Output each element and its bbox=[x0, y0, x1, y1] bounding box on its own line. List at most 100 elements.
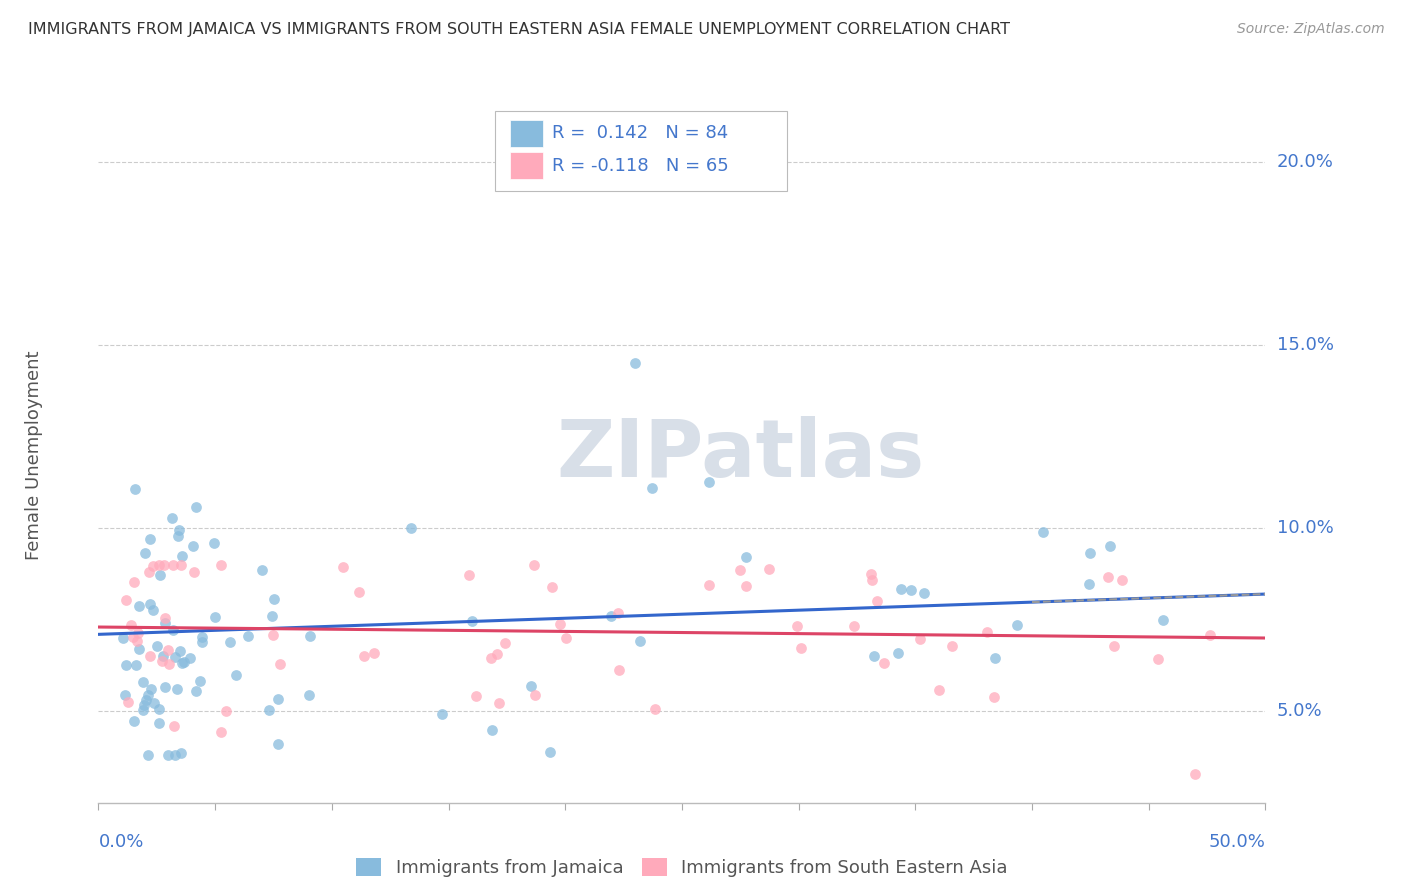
Point bbox=[735, 549, 758, 564]
Text: 0.0%: 0.0% bbox=[98, 833, 143, 851]
Point bbox=[218, 635, 240, 649]
Point bbox=[1152, 613, 1174, 627]
Point bbox=[550, 616, 572, 631]
Point bbox=[479, 651, 502, 665]
Text: R = -0.118   N = 65: R = -0.118 N = 65 bbox=[553, 157, 730, 175]
Point bbox=[353, 649, 375, 664]
Point bbox=[148, 558, 170, 573]
Point bbox=[541, 580, 564, 594]
Point bbox=[127, 626, 149, 640]
Point bbox=[148, 701, 170, 715]
Point bbox=[166, 681, 188, 696]
Point bbox=[156, 748, 179, 763]
Point bbox=[142, 603, 165, 617]
Point bbox=[132, 703, 155, 717]
Point bbox=[1184, 766, 1206, 780]
Point bbox=[983, 690, 1005, 704]
Point bbox=[170, 558, 193, 572]
Point bbox=[139, 532, 162, 546]
Text: Source: ZipAtlas.com: Source: ZipAtlas.com bbox=[1237, 22, 1385, 37]
Point bbox=[976, 625, 998, 640]
Point bbox=[481, 723, 503, 738]
Point bbox=[250, 563, 273, 577]
Point bbox=[191, 635, 214, 649]
Point bbox=[153, 681, 176, 695]
Text: 20.0%: 20.0% bbox=[1277, 153, 1333, 171]
Point bbox=[267, 692, 290, 706]
Point bbox=[599, 609, 621, 624]
Text: IMMIGRANTS FROM JAMAICA VS IMMIGRANTS FROM SOUTH EASTERN ASIA FEMALE UNEMPLOYMEN: IMMIGRANTS FROM JAMAICA VS IMMIGRANTS FR… bbox=[28, 22, 1010, 37]
Point bbox=[115, 658, 138, 673]
Point bbox=[153, 616, 176, 631]
Point bbox=[124, 575, 146, 590]
Point bbox=[236, 629, 259, 643]
Point bbox=[138, 565, 160, 579]
Text: 50.0%: 50.0% bbox=[1209, 833, 1265, 851]
Point bbox=[139, 649, 162, 664]
FancyBboxPatch shape bbox=[495, 111, 787, 191]
Point bbox=[267, 737, 290, 751]
Point bbox=[215, 704, 238, 718]
Point bbox=[607, 664, 630, 678]
Point bbox=[538, 745, 561, 759]
Point bbox=[941, 640, 963, 654]
Point bbox=[262, 628, 284, 642]
Point bbox=[225, 668, 247, 682]
Point bbox=[120, 618, 142, 632]
Point bbox=[188, 673, 211, 688]
Point bbox=[160, 511, 183, 525]
Point bbox=[983, 651, 1005, 665]
Point bbox=[644, 702, 666, 716]
Point bbox=[152, 648, 174, 663]
Point bbox=[488, 696, 510, 710]
Point bbox=[458, 568, 481, 582]
Point bbox=[349, 585, 371, 599]
Point bbox=[399, 520, 422, 534]
Point bbox=[128, 599, 150, 613]
Point bbox=[143, 696, 166, 710]
Point bbox=[167, 529, 190, 543]
Point bbox=[163, 719, 186, 733]
Point bbox=[179, 651, 201, 665]
Point bbox=[184, 500, 207, 515]
Point bbox=[299, 629, 322, 643]
Point bbox=[1147, 652, 1170, 666]
Point bbox=[1198, 628, 1220, 642]
Point bbox=[786, 619, 808, 633]
Point bbox=[866, 593, 889, 607]
Point bbox=[1032, 525, 1054, 540]
Point bbox=[257, 703, 280, 717]
Point bbox=[1111, 573, 1133, 587]
Text: 5.0%: 5.0% bbox=[1277, 702, 1322, 720]
Point bbox=[900, 582, 922, 597]
Point bbox=[169, 644, 191, 658]
Point bbox=[863, 649, 886, 664]
Text: 15.0%: 15.0% bbox=[1277, 336, 1333, 354]
Point bbox=[607, 606, 630, 620]
Point bbox=[183, 539, 205, 553]
Text: 10.0%: 10.0% bbox=[1277, 519, 1333, 537]
Point bbox=[486, 647, 509, 661]
Point bbox=[117, 695, 139, 709]
FancyBboxPatch shape bbox=[510, 153, 543, 178]
Point bbox=[162, 558, 184, 572]
Point bbox=[114, 688, 136, 702]
FancyBboxPatch shape bbox=[510, 120, 543, 146]
Point bbox=[912, 586, 935, 600]
Point bbox=[873, 656, 896, 670]
Point bbox=[183, 565, 205, 579]
Point bbox=[1099, 540, 1122, 554]
Point bbox=[162, 623, 184, 637]
Point bbox=[209, 558, 232, 572]
Point bbox=[122, 630, 145, 644]
Point bbox=[520, 679, 543, 693]
Point bbox=[262, 609, 284, 624]
Point bbox=[1102, 639, 1125, 653]
Point bbox=[170, 656, 193, 670]
Point bbox=[142, 558, 165, 573]
Legend: Immigrants from Jamaica, Immigrants from South Eastern Asia: Immigrants from Jamaica, Immigrants from… bbox=[356, 858, 1008, 877]
Point bbox=[465, 689, 488, 703]
Point bbox=[630, 633, 652, 648]
Point bbox=[153, 611, 176, 625]
Point bbox=[134, 698, 156, 712]
